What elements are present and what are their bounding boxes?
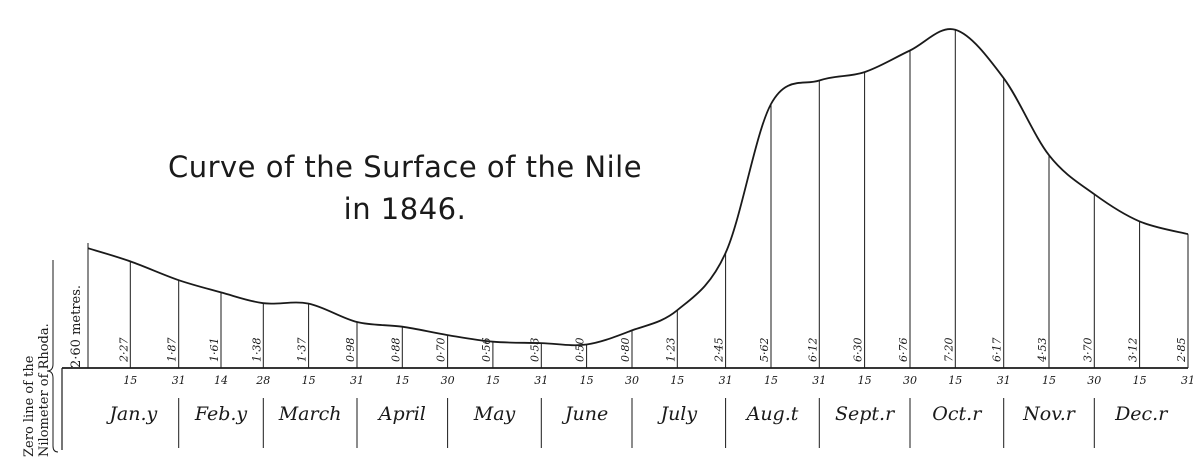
month-label: Jan.y bbox=[105, 403, 157, 425]
value-label: 6·12 bbox=[806, 338, 819, 363]
month-label: Sept.r bbox=[835, 403, 896, 425]
month-label: Feb.y bbox=[194, 403, 248, 425]
value-label: 4·53 bbox=[1036, 338, 1049, 364]
month-labels: Jan.y Feb.y March April May June July Aug.t Sept… bbox=[105, 398, 1169, 448]
value-label: 0·88 bbox=[389, 338, 402, 363]
value-label: 1·38 bbox=[250, 338, 263, 363]
value-label: 3·70 bbox=[1081, 338, 1094, 363]
x-tick-label: 30 bbox=[625, 374, 639, 387]
x-tick-label: 15 bbox=[764, 374, 778, 387]
chart-title-line-2: in 1846. bbox=[344, 192, 467, 226]
month-label: Dec.r bbox=[1114, 403, 1169, 425]
value-label: 0·80 bbox=[619, 338, 632, 363]
value-label: 0·70 bbox=[435, 338, 448, 363]
value-label: 1·61 bbox=[208, 338, 221, 363]
value-label: 5·62 bbox=[758, 338, 771, 363]
month-label: April bbox=[377, 403, 426, 425]
month-label: May bbox=[473, 403, 516, 425]
x-tick-label: 15 bbox=[858, 374, 872, 387]
x-tick-label: 15 bbox=[123, 374, 137, 387]
x-tick-label: 14 bbox=[214, 374, 228, 387]
value-label: 6·17 bbox=[991, 338, 1004, 363]
chart-title-line-1: Curve of the Surface of the Nile bbox=[168, 150, 642, 184]
value-label: 0·98 bbox=[344, 338, 357, 363]
month-label: March bbox=[278, 403, 342, 425]
value-label: 6·76 bbox=[897, 338, 910, 363]
month-label: July bbox=[656, 403, 697, 425]
x-tick-labels: 15 31 14 28 15 31 15 30 15 31 15 30 15 31 15 31 15 30 15 31… bbox=[123, 374, 1195, 387]
month-label: Nov.r bbox=[1022, 403, 1077, 425]
x-tick-label: 31 bbox=[1181, 374, 1195, 387]
value-label: 0·56 bbox=[480, 338, 493, 363]
side-label-line-2: Nilometer of Rhoda. bbox=[37, 323, 52, 457]
x-tick-label: 30 bbox=[441, 374, 455, 387]
scale-label: 2·60 metres. bbox=[69, 285, 84, 368]
value-label: 1·87 bbox=[166, 338, 179, 363]
value-label: 2·85 bbox=[1175, 338, 1188, 364]
value-label: 0·53 bbox=[528, 338, 541, 363]
value-label: 1·37 bbox=[296, 338, 309, 363]
value-label: 6·30 bbox=[852, 338, 865, 363]
side-label-line-1: Zero line of the bbox=[22, 355, 37, 457]
x-tick-label: 15 bbox=[302, 374, 316, 387]
value-label: 2·27 bbox=[117, 338, 130, 364]
x-tick-label: 31 bbox=[812, 374, 826, 387]
x-tick-label: 30 bbox=[903, 374, 917, 387]
x-tick-label: 15 bbox=[580, 374, 594, 387]
month-label: Aug.t bbox=[745, 403, 799, 425]
side-label: Zero line of the Nilometer of Rhoda. 2·6… bbox=[22, 260, 84, 457]
value-label: 0·50 bbox=[574, 338, 587, 363]
x-tick-label: 31 bbox=[350, 374, 364, 387]
value-label: 2·45 bbox=[713, 338, 726, 364]
side-brace bbox=[46, 260, 59, 453]
baseline-frame bbox=[61, 243, 1188, 450]
value-labels: 2·27 1·87 1·61 1·38 1·37 0·98 0·88 0·70 0·56 0·53… bbox=[117, 338, 1188, 364]
x-tick-label: 15 bbox=[948, 374, 962, 387]
x-tick-label: 15 bbox=[670, 374, 684, 387]
value-label: 7·20 bbox=[942, 338, 955, 363]
value-label: 1·23 bbox=[664, 338, 677, 363]
ordinate-lines bbox=[129, 29, 1189, 368]
x-tick-label: 28 bbox=[255, 374, 270, 387]
value-label: 3·12 bbox=[1127, 338, 1140, 363]
x-tick-label: 31 bbox=[534, 374, 548, 387]
x-tick-label: 15 bbox=[1042, 374, 1056, 387]
nile-surface-curve bbox=[87, 28, 1189, 347]
x-tick-label: 31 bbox=[719, 374, 733, 387]
x-tick-label: 31 bbox=[997, 374, 1011, 387]
month-label: Oct.r bbox=[932, 403, 983, 425]
month-label: June bbox=[561, 403, 608, 425]
x-tick-label: 15 bbox=[395, 374, 409, 387]
x-tick-label: 15 bbox=[1133, 374, 1147, 387]
x-tick-label: 31 bbox=[172, 374, 186, 387]
x-tick-label: 15 bbox=[486, 374, 500, 387]
x-tick-label: 30 bbox=[1087, 374, 1101, 387]
